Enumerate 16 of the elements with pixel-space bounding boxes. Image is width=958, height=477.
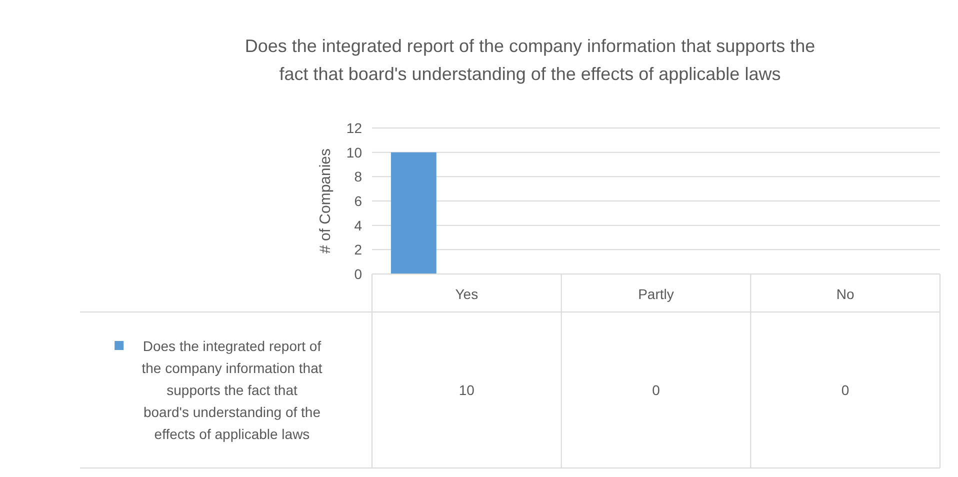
x-tick-label: Partly bbox=[638, 286, 674, 302]
x-tick-label: No bbox=[836, 286, 854, 302]
y-tick-label: 6 bbox=[354, 193, 362, 209]
y-tick-label: 4 bbox=[354, 217, 362, 234]
data-label: 10 bbox=[458, 382, 475, 398]
y-tick-label: 8 bbox=[354, 168, 362, 185]
y-tick-label: 2 bbox=[354, 242, 362, 258]
data-label: 0 bbox=[652, 382, 660, 398]
y-tick-label: 0 bbox=[354, 266, 362, 282]
data-label: 0 bbox=[841, 382, 850, 398]
legend-label: Does the integrated report of the company information that supports the fact that board's understanding of the effects of applicable laws bbox=[142, 338, 322, 442]
y-axis-title: # of Companies bbox=[317, 148, 334, 254]
chart-title: Does the integrated report of the company information that supports the fact that board's understanding of the effects of applicable laws bbox=[244, 36, 816, 84]
y-tick-label: 12 bbox=[346, 120, 362, 136]
x-tick-label: Yes bbox=[455, 286, 478, 302]
y-tick-label: 10 bbox=[346, 144, 362, 160]
